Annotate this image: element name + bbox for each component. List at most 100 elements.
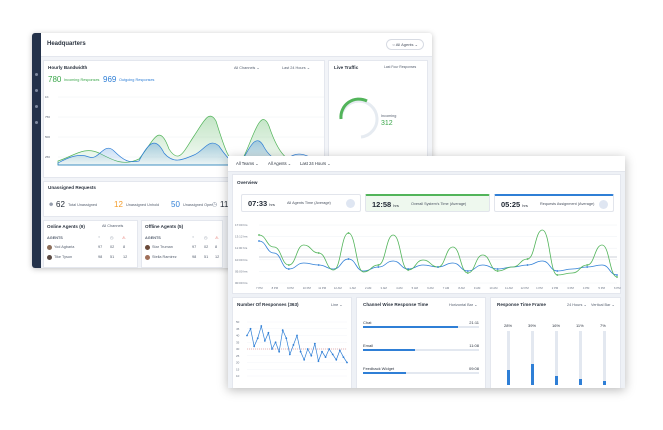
vertical-bar[interactable] — [579, 331, 582, 385]
y-tick-label: 11:00 hrs — [235, 246, 248, 250]
expand-icon[interactable] — [599, 200, 608, 209]
nav-dot-icon[interactable] — [35, 73, 38, 76]
total-unassigned-label: Total Unassigned — [68, 203, 98, 207]
unassigned-open-label: Unassigned Open — [183, 203, 214, 207]
response-point — [317, 360, 320, 363]
channel-filter[interactable]: All Channels ⌄ — [234, 66, 260, 70]
bar-fill — [555, 376, 558, 385]
x-tick-label: 8 AM — [458, 286, 465, 290]
panel-title: Number Of Responses (363) — [237, 302, 299, 307]
teams-filter[interactable]: All Teams ⌄ — [236, 161, 259, 166]
response-point — [249, 327, 252, 330]
incoming-count: 780 — [48, 75, 62, 84]
agents-column-header: AGENTS — [47, 236, 63, 240]
response-point — [263, 340, 266, 342]
nav-dot-icon[interactable] — [35, 105, 38, 108]
response-point — [292, 344, 295, 346]
incoming-value: 312 — [381, 120, 393, 127]
series-point — [526, 264, 529, 266]
agent-name: Yod Agbaria — [54, 245, 75, 249]
series-point — [586, 266, 589, 268]
series-point — [377, 264, 380, 266]
requests-assignment-card[interactable]: 05:25 hrs Requests Assignment (Average) — [494, 194, 614, 212]
y-tick-label: 10 — [236, 374, 240, 378]
response-point — [313, 342, 316, 345]
y-tick-label: 17:00 hrs — [235, 223, 248, 227]
chart-mode-toggle[interactable]: Vertical Bar ⌄ — [591, 303, 615, 307]
series-point — [317, 252, 320, 254]
chart-mode-toggle[interactable]: Line ⌄ — [331, 303, 343, 307]
offline-agents-panel: Offline Agents (5) AGENTS ○ ◷ ⚠ Star Tru… — [141, 220, 223, 268]
panel-title: Live Traffic — [334, 65, 359, 70]
response-point — [310, 354, 313, 357]
number-of-responses-panel: Number Of Responses (363) Line ⌄ 50 45 40 3… — [232, 297, 352, 388]
cell: 8 — [215, 245, 218, 249]
panel-title: Unassigned Requests — [48, 185, 96, 190]
bar-percent: 28% — [504, 323, 513, 328]
series-point — [466, 270, 469, 272]
response-point — [306, 348, 309, 350]
expand-icon[interactable] — [346, 199, 355, 208]
agents-filter[interactable]: All Agents ⌄ — [268, 161, 292, 166]
user-group-icon: ☻ — [48, 202, 55, 208]
system-time-card[interactable]: 12:58 hrs Overall System's Time (Average… — [365, 194, 490, 212]
bar-fill — [531, 363, 534, 385]
agent-name: Star Truman — [152, 245, 173, 249]
online-agents-panel: Online Agents (9) All Channels AGENTS ○ … — [43, 220, 138, 268]
channel-filter[interactable]: All Channels — [102, 224, 124, 228]
vertical-bar[interactable] — [507, 331, 510, 385]
period-filter[interactable]: Last Four Responses — [384, 65, 417, 69]
agent-filter-dropdown[interactable]: ○ All Agents ⌄ — [386, 39, 424, 50]
vertical-bar[interactable] — [555, 331, 558, 385]
responses-line — [246, 324, 348, 363]
series-point — [586, 264, 589, 266]
channel-time: 11:08 — [469, 343, 479, 348]
y-tick-label: 25 — [236, 354, 240, 358]
series-line-blue — [258, 240, 618, 276]
x-tick-label: 1 PM — [536, 286, 543, 290]
clock-icon: ◷ — [212, 202, 218, 208]
x-tick-label: 12 PM — [521, 286, 530, 290]
total-unassigned-count: 62 — [56, 200, 65, 209]
panel-title: Offline Agents (5) — [145, 224, 184, 229]
unassigned-open-count: 50 — [171, 200, 180, 209]
cell: 51 — [204, 255, 209, 259]
channel-row-feedback-widget[interactable]: Feedback Widget 09:08 — [363, 366, 479, 378]
agents-time-card[interactable]: 07:33 hrs All Agents Time (Average) — [241, 194, 361, 212]
chat-icon: ○ — [192, 235, 195, 239]
x-tick-label: 8 PM — [272, 286, 279, 290]
response-point — [342, 356, 345, 358]
channel-name: Chat — [363, 320, 372, 325]
channel-row-email[interactable]: Email 11:08 — [363, 343, 479, 355]
chat-icon: ○ — [98, 235, 101, 239]
bar-percent: 11% — [576, 323, 584, 328]
bar-fill — [363, 372, 406, 374]
vertical-bar[interactable] — [603, 331, 606, 385]
x-tick-label: 12 AM — [334, 286, 343, 290]
response-point — [321, 350, 323, 353]
card-label: All Agents Time (Average) — [287, 201, 331, 205]
vertical-bar[interactable] — [531, 331, 534, 385]
cell: 97 — [192, 245, 197, 249]
response-point — [271, 348, 273, 350]
outgoing-count: 969 — [103, 75, 117, 84]
nav-dot-icon[interactable] — [35, 89, 38, 92]
cell: 8 — [123, 245, 126, 249]
agents-column-header: AGENTS — [145, 236, 161, 240]
channel-row-chat[interactable]: Chat 21:11 — [363, 320, 479, 332]
response-point — [338, 349, 341, 352]
x-tick-label: 7 AM — [443, 286, 450, 290]
period-filter[interactable]: 24 Hours ⌄ — [567, 303, 587, 307]
series-point — [287, 264, 290, 266]
x-tick-label: 9 PM — [287, 286, 294, 290]
series-point — [556, 274, 559, 276]
period-filter[interactable]: Last 24 Hours ⌄ — [282, 66, 310, 70]
cell: 02 — [110, 245, 115, 249]
page-title: Headquarters — [47, 41, 86, 47]
period-filter[interactable]: Last 24 Hours ⌄ — [300, 161, 331, 166]
cell: 97 — [98, 245, 103, 249]
series-point — [466, 272, 469, 274]
nav-dot-icon[interactable] — [35, 121, 38, 124]
chart-mode-toggle[interactable]: Horizontal Bar ⌄ — [449, 303, 478, 307]
card-label: Overall System's Time (Average) — [411, 202, 467, 206]
